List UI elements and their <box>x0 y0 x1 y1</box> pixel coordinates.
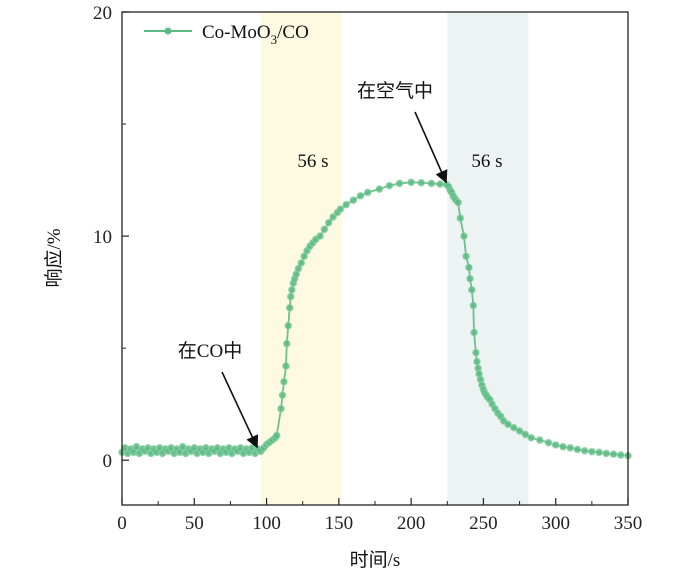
data-point <box>297 259 306 267</box>
data-point <box>469 301 478 310</box>
data-point <box>280 377 288 386</box>
y-tick-label: 20 <box>93 3 112 24</box>
data-point <box>349 196 358 205</box>
data-point <box>470 328 478 337</box>
data-point <box>573 445 582 454</box>
data-point <box>595 448 603 457</box>
series-line <box>121 181 629 457</box>
annotation-air: 在空气中 <box>357 80 433 102</box>
annotation-arrow-air <box>414 111 448 184</box>
data-point <box>580 446 589 455</box>
data-point <box>544 438 553 447</box>
data-point <box>329 213 337 221</box>
data-point <box>602 449 611 458</box>
legend-marker <box>164 27 172 35</box>
data-point <box>456 214 465 222</box>
data-point <box>551 441 560 449</box>
data-point <box>436 180 444 188</box>
annotation-arrow-co <box>221 371 259 449</box>
data-point <box>278 391 287 399</box>
x-tick-label: 200 <box>397 513 426 534</box>
x-tick-label: 50 <box>185 513 204 534</box>
data-point <box>285 303 294 312</box>
data-point <box>356 191 365 200</box>
data-point <box>342 200 350 209</box>
x-tick-label: 150 <box>325 513 354 534</box>
data-point <box>375 185 384 193</box>
y-tick-label: 0 <box>103 451 113 472</box>
x-tick-label: 350 <box>614 513 643 534</box>
data-point <box>468 286 476 294</box>
data-point <box>284 321 293 330</box>
x-tick-label: 250 <box>469 513 498 534</box>
x-tick-label: 300 <box>541 513 570 534</box>
band-label-1: 56 s <box>297 151 328 172</box>
legend-label: Co-MoO3/CO <box>202 22 309 47</box>
data-point <box>286 292 295 301</box>
legend: Co-MoO3/CO <box>144 22 309 47</box>
annotation-co: 在CO中 <box>178 340 242 362</box>
shaded-band-2 <box>447 12 529 505</box>
data-point <box>385 181 394 190</box>
data-point <box>336 205 345 214</box>
data-point <box>521 430 530 439</box>
data-point <box>288 286 296 294</box>
data-point <box>527 433 535 442</box>
data-point <box>324 218 333 227</box>
data-point <box>363 188 372 197</box>
data-point <box>417 178 426 187</box>
data-point <box>272 431 281 440</box>
y-tick-label: 10 <box>93 227 112 248</box>
data-point <box>472 348 480 357</box>
data-point <box>559 442 567 451</box>
data-point <box>466 274 474 283</box>
data-point <box>504 420 512 429</box>
data-point <box>462 252 470 261</box>
band-label-2: 56 s <box>471 151 502 172</box>
data-point <box>616 451 625 459</box>
data-point <box>283 339 291 348</box>
data-point <box>277 404 285 413</box>
data-point <box>588 447 596 456</box>
data-point <box>536 436 544 444</box>
x-tick-label: 0 <box>117 513 127 534</box>
data-point <box>282 362 290 370</box>
x-tick-label: 100 <box>252 513 281 534</box>
data-point <box>427 179 436 188</box>
y-axis-label: 响应/% <box>43 228 65 287</box>
x-axis-label: 时间/s <box>350 549 401 571</box>
data-point <box>454 198 462 207</box>
data-point <box>465 263 473 272</box>
data-point <box>316 232 324 240</box>
data-point <box>515 427 524 435</box>
data-point <box>460 232 468 240</box>
data-point <box>407 178 415 187</box>
data-point <box>509 423 518 432</box>
data-point <box>473 357 481 366</box>
data-point <box>566 444 574 452</box>
data-point <box>609 450 618 458</box>
data-point <box>320 225 329 234</box>
data-point <box>395 179 404 188</box>
